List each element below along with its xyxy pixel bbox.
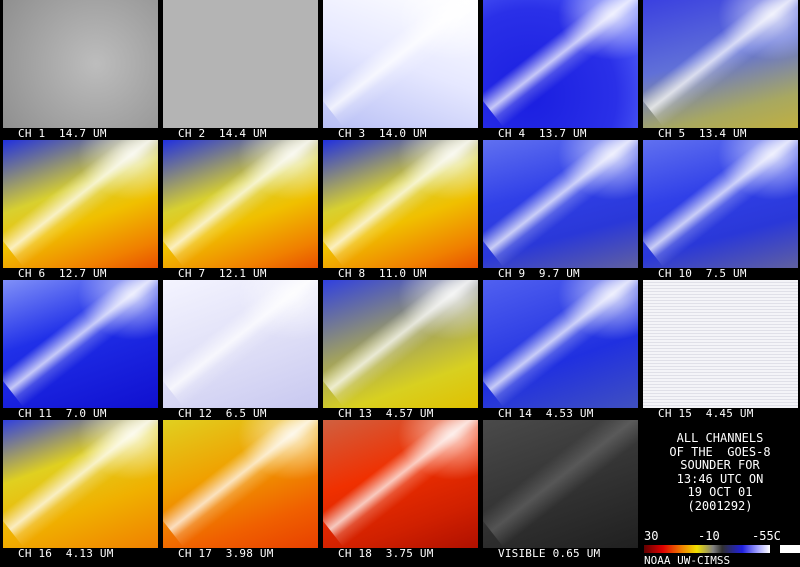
channel-label: CH 6 12.7 UM [18,267,107,280]
satellite-image [163,280,318,408]
channel-panel: CH 14 4.53 UM [480,280,640,420]
channel-label: CH 13 4.57 UM [338,407,434,420]
colorbar-label: -55C [752,529,781,543]
satellite-image [483,0,638,128]
channel-label: VISIBLE 0.65 UM [498,547,601,560]
channel-label: CH 4 13.7 UM [498,127,587,140]
channel-panel: CH 13 4.57 UM [320,280,480,420]
channel-panel: VISIBLE 0.65 UM [480,420,640,560]
satellite-image [3,0,158,128]
channel-label: CH 17 3.98 UM [178,547,274,560]
channel-panel: CH 11 7.0 UM [0,280,160,420]
channel-label: CH 16 4.13 UM [18,547,114,560]
satellite-image [163,0,318,128]
channel-panel: CH 4 13.7 UM [480,0,640,140]
satellite-image [643,140,798,268]
channel-panel: CH 17 3.98 UM [160,420,320,560]
colorbar [644,545,770,553]
channel-label: CH 3 14.0 UM [338,127,427,140]
channel-label: CH 10 7.5 UM [658,267,747,280]
info-line: (2001292) [687,498,753,513]
channel-label: CH 7 12.1 UM [178,267,267,280]
channel-label: CH 2 14.4 UM [178,127,267,140]
channel-label: CH 1 14.7 UM [18,127,107,140]
colorbar-label: -10 [698,529,720,543]
satellite-image [643,280,798,408]
satellite-image [163,420,318,548]
channel-panel: CH 18 3.75 UM [320,420,480,560]
channel-panel: CH 7 12.1 UM [160,140,320,280]
channel-panel: CH 3 14.0 UM [320,0,480,140]
info-line: OF THE GOES-8 [669,444,771,459]
channel-panel: CH 5 13.4 UM [640,0,800,140]
satellite-image [3,140,158,268]
info-panel: ALL CHANNELS OF THE GOES-8 SOUNDER FOR 13:4… [640,420,800,567]
channel-label: CH 15 4.45 UM [658,407,754,420]
satellite-image [483,140,638,268]
channel-panel: CH 1 14.7 UM [0,0,160,140]
channel-label: CH 5 13.4 UM [658,127,747,140]
info-line: ALL CHANNELS [676,431,764,445]
channel-panel: CH 6 12.7 UM [0,140,160,280]
satellite-image [323,280,478,408]
channel-label: CH 9 9.7 UM [498,267,580,280]
colorbar-end [780,545,800,553]
channel-label: CH 12 6.5 UM [178,407,267,420]
info-line: 13:46 UTC ON [676,471,764,486]
satellite-image [483,420,638,548]
channel-label: CH 11 7.0 UM [18,407,107,420]
channel-panel: CH 10 7.5 UM [640,140,800,280]
channel-label: CH 18 3.75 UM [338,547,434,560]
satellite-image [323,0,478,128]
credit: NOAA UW-CIMSS [644,554,731,567]
info-line: 19 OCT 01 [687,485,753,499]
satellite-image [323,420,478,548]
channel-panel: CH 15 4.45 UM [640,280,800,420]
channel-panel: CH 8 11.0 UM [320,140,480,280]
channel-panel: CH 12 6.5 UM [160,280,320,420]
channel-panel: CH 9 9.7 UM [480,140,640,280]
channel-panel: CH 16 4.13 UM [0,420,160,560]
info-line: SOUNDER FOR [680,458,760,472]
satellite-image [163,140,318,268]
satellite-image [643,0,798,128]
colorbar-label: 30 [644,529,659,543]
satellite-image [3,280,158,408]
channel-label: CH 8 11.0 UM [338,267,427,280]
channel-panel: CH 2 14.4 UM [160,0,320,140]
channel-label: CH 14 4.53 UM [498,407,594,420]
satellite-image [483,280,638,408]
satellite-image [323,140,478,268]
satellite-image [3,420,158,548]
